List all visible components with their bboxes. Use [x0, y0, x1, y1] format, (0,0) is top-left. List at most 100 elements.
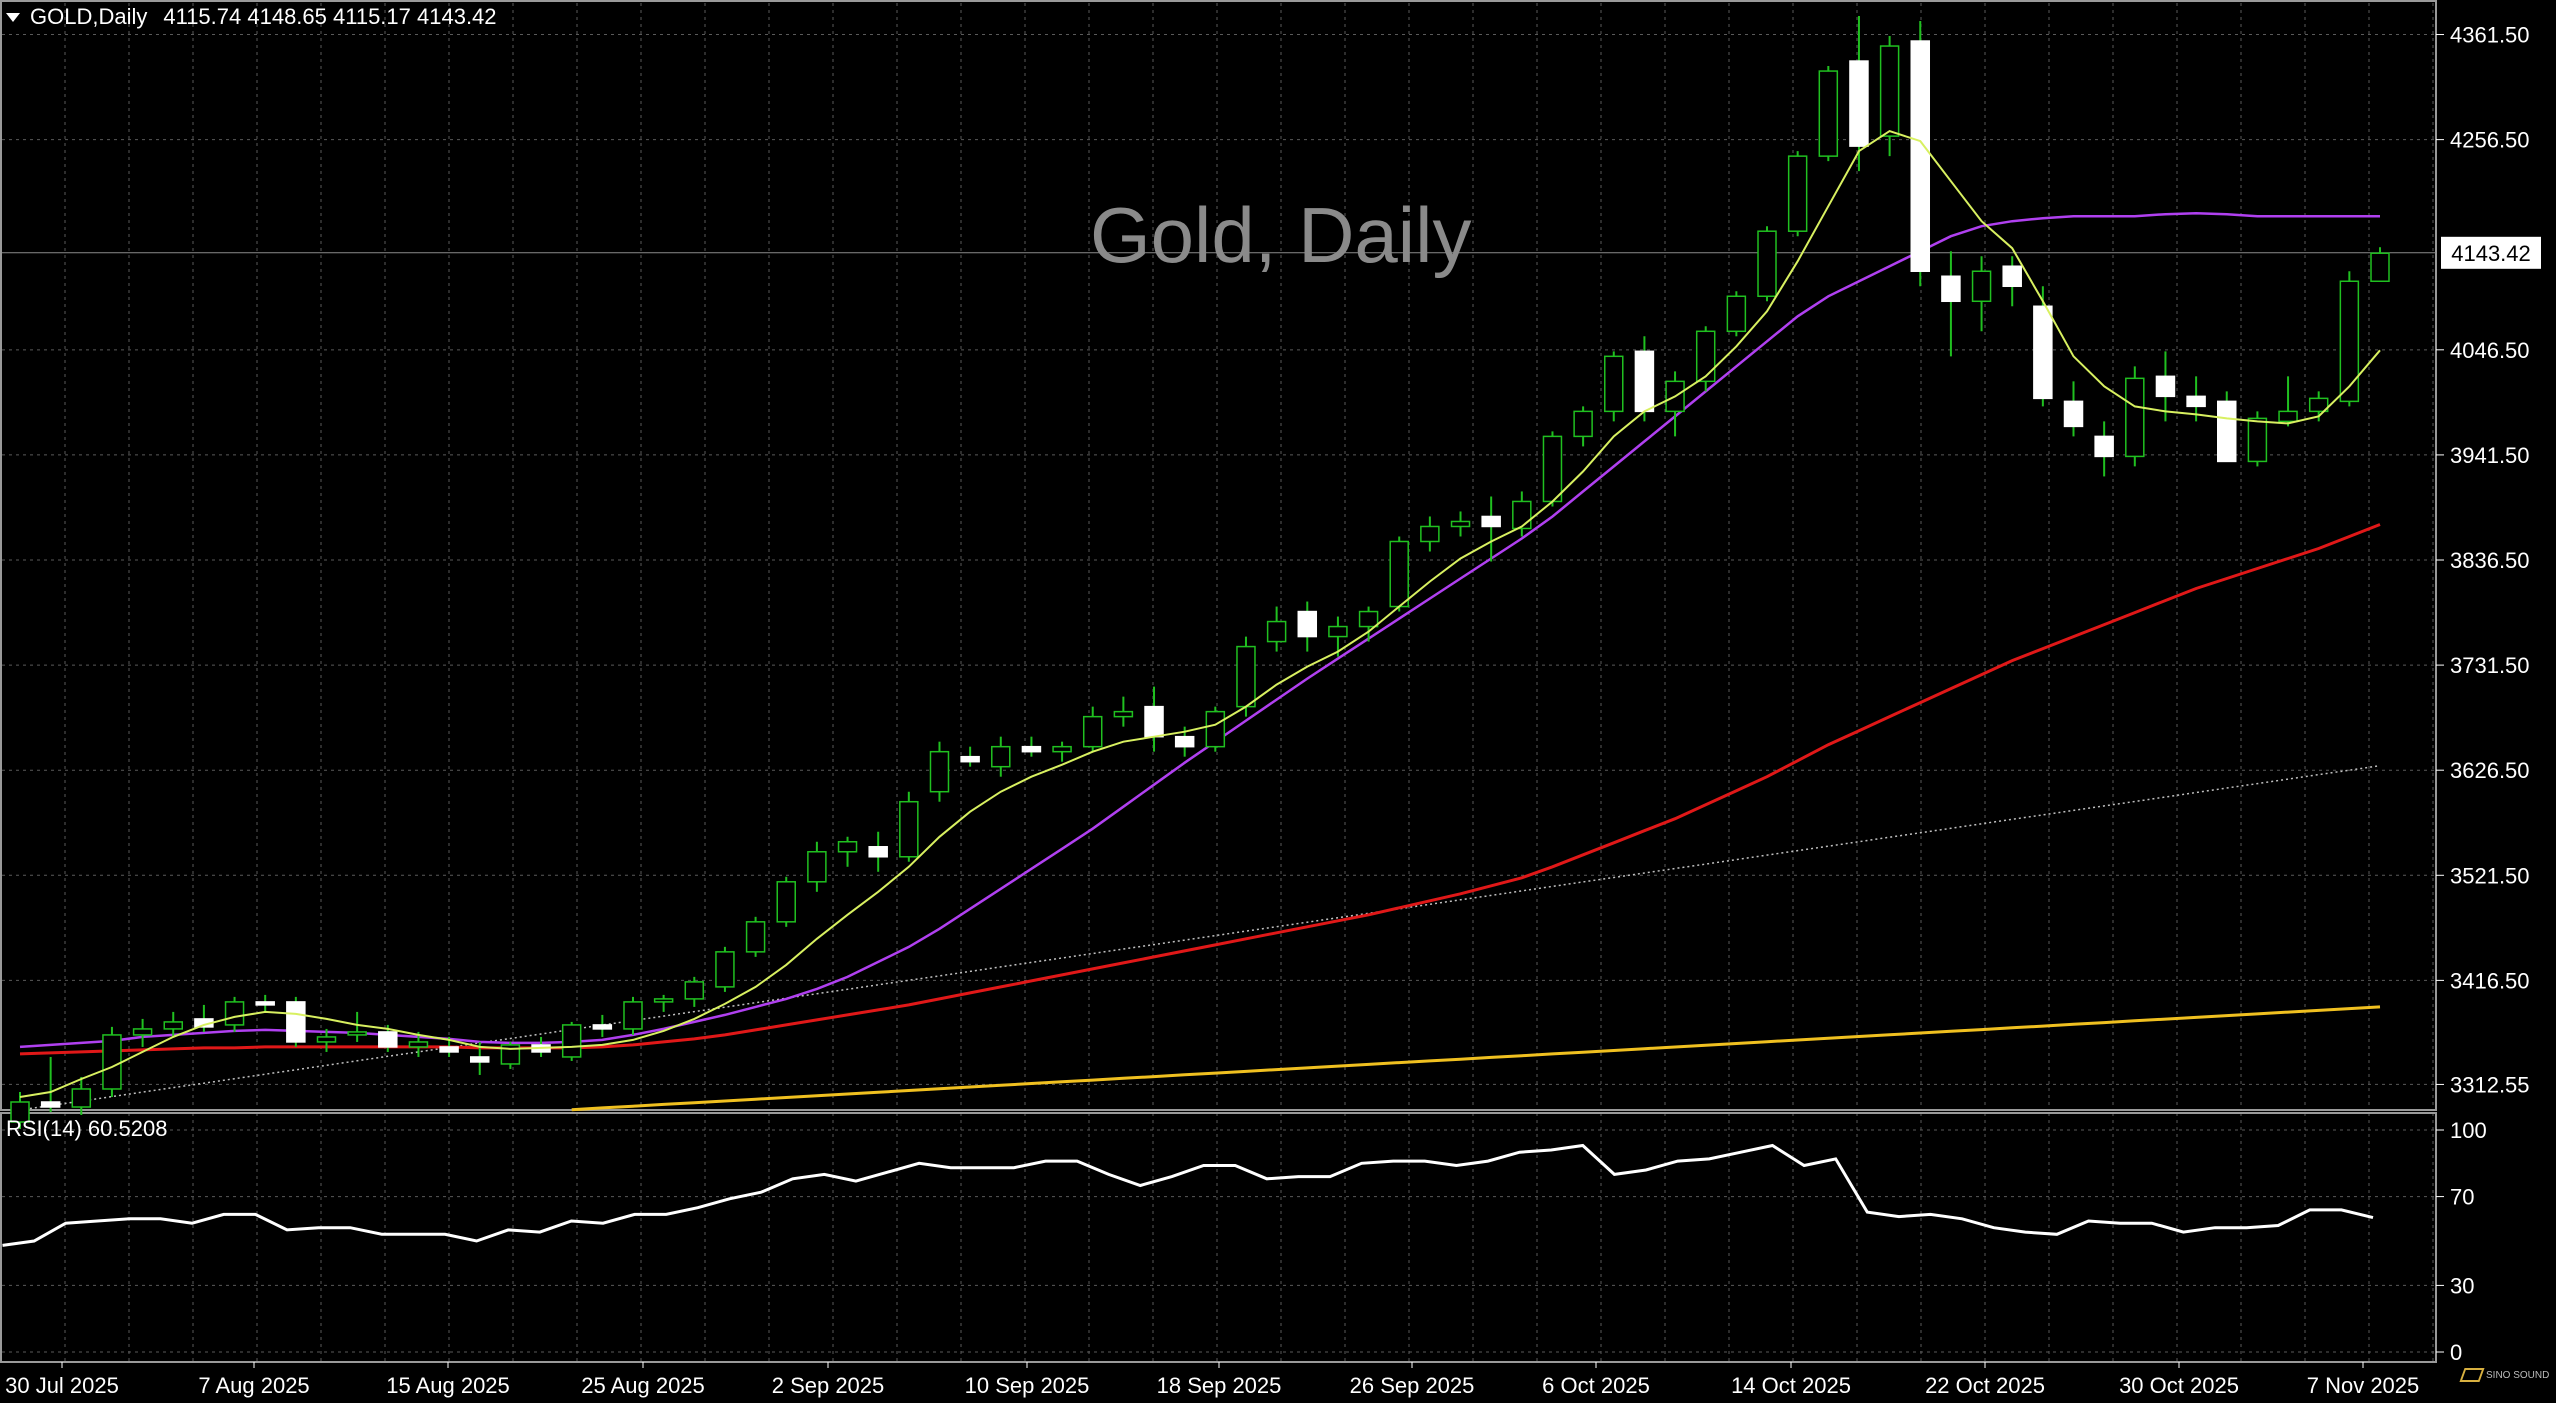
- bull-candle: [1879, 45, 1900, 137]
- date-label: 6 Oct 2025: [1542, 1373, 1650, 1398]
- bear-candle: [2094, 435, 2114, 458]
- date-label: 14 Oct 2025: [1731, 1373, 1851, 1398]
- ohlc-values: 4115.74 4148.65 4115.17 4143.42: [163, 4, 497, 29]
- rsi-tick-label: 100: [2450, 1118, 2487, 1143]
- bull-candle: [347, 1031, 367, 1036]
- bull-candle: [1236, 645, 1256, 708]
- price-tick-label: 3312.55: [2450, 1072, 2530, 1097]
- broker-logo: SINO SOUND: [2459, 1368, 2550, 1382]
- bull-candle: [715, 951, 735, 988]
- bull-candle: [899, 800, 919, 858]
- bull-candle: [102, 1034, 122, 1090]
- bull-candle: [807, 851, 827, 883]
- bear-candle: [1144, 705, 1164, 738]
- price-tick-label: 3416.50: [2450, 968, 2530, 993]
- bull-candle: [408, 1041, 429, 1048]
- main-pane-border: [0, 0, 2437, 1111]
- rsi-tick-label: 0: [2450, 1340, 2462, 1365]
- bull-candle: [2278, 410, 2298, 423]
- bull-candle: [1389, 540, 1409, 608]
- price-tick-label: 3521.50: [2450, 863, 2530, 888]
- date-label: 30 Oct 2025: [2119, 1373, 2239, 1398]
- bull-candle: [1266, 620, 1287, 643]
- bull-candle: [776, 881, 796, 923]
- bear-candle: [592, 1024, 613, 1030]
- bull-candle: [71, 1088, 92, 1108]
- price-tick-label: 3836.50: [2450, 548, 2530, 573]
- bull-candle: [1450, 520, 1471, 528]
- bull-candle: [1542, 435, 1563, 503]
- bull-candle: [316, 1036, 337, 1043]
- bull-candle: [837, 841, 858, 853]
- date-label: 26 Sep 2025: [1350, 1373, 1475, 1398]
- symbol-label: GOLD,Daily: [30, 4, 148, 29]
- bull-candle: [2339, 280, 2360, 403]
- bull-candle: [1818, 70, 1839, 157]
- bull-candle: [1695, 330, 1716, 383]
- bull-candle: [561, 1024, 582, 1058]
- bull-candle: [1052, 745, 1072, 753]
- bear-candle: [960, 755, 980, 763]
- bull-candle: [1604, 355, 1624, 413]
- rsi-line: [2, 1143, 2374, 1247]
- bull-candle: [10, 1101, 30, 1123]
- date-label: 15 Aug 2025: [386, 1373, 510, 1398]
- logo-text: SINO SOUND: [2486, 1369, 2550, 1381]
- bull-candle: [1573, 410, 1593, 438]
- price-tick-label: 3941.50: [2450, 443, 2530, 468]
- bull-candle: [1757, 230, 1777, 298]
- bull-candle: [2308, 397, 2329, 413]
- bull-candle: [2370, 252, 2390, 283]
- bull-candle: [1082, 715, 1103, 748]
- bear-candle: [1297, 610, 1318, 638]
- bull-candle: [1971, 270, 1992, 303]
- price-tick-label: 3626.50: [2450, 758, 2530, 783]
- bull-candle: [2247, 417, 2268, 463]
- bull-candle: [1358, 610, 1379, 628]
- date-label: 7 Aug 2025: [198, 1373, 309, 1398]
- bull-candle: [163, 1021, 183, 1030]
- bear-candle: [2217, 400, 2237, 463]
- chart-watermark: Gold, Daily: [1090, 191, 1472, 279]
- bull-candle: [1726, 295, 1747, 333]
- bear-candle: [1941, 275, 1961, 303]
- bull-candle: [653, 998, 674, 1003]
- price-tick-label: 4046.50: [2450, 338, 2530, 363]
- bull-candle: [623, 1001, 643, 1030]
- bull-candle: [745, 921, 766, 953]
- bear-candle: [439, 1046, 459, 1053]
- chart-header: GOLD,Daily 4115.74 4148.65 4115.17 4143.…: [6, 4, 497, 30]
- bear-candle: [868, 846, 888, 858]
- ma-fast-line: [19, 130, 2381, 1098]
- bull-candle: [991, 745, 1011, 768]
- date-label: 18 Sep 2025: [1157, 1373, 1282, 1398]
- rsi-header: RSI(14) 60.5208: [6, 1116, 168, 1141]
- price-tick-label: 4361.50: [2450, 23, 2530, 48]
- bull-candle: [2125, 377, 2145, 458]
- bear-candle: [2033, 305, 2053, 400]
- bull-candle: [132, 1028, 153, 1036]
- current-price-label: 4143.42: [2451, 241, 2531, 266]
- date-label: 7 Nov 2025: [2307, 1373, 2420, 1398]
- date-label: 2 Sep 2025: [772, 1373, 885, 1398]
- rsi-tick-label: 70: [2450, 1185, 2474, 1210]
- bear-candle: [378, 1031, 398, 1048]
- current-price-badge: [2441, 236, 2541, 269]
- bull-candle: [1328, 625, 1348, 638]
- bear-candle: [286, 1001, 306, 1043]
- date-label: 25 Aug 2025: [581, 1373, 705, 1398]
- date-label: 22 Oct 2025: [1925, 1373, 2045, 1398]
- bear-candle: [1481, 515, 1501, 528]
- dropdown-triangle-icon[interactable]: [6, 12, 20, 22]
- bull-candle: [1205, 710, 1226, 748]
- price-tick-label: 4256.50: [2450, 128, 2530, 153]
- bull-candle: [1420, 525, 1440, 543]
- bear-candle: [1634, 350, 1655, 413]
- bull-candle: [1787, 155, 1808, 232]
- bear-candle: [255, 1001, 275, 1006]
- date-label: 30 Jul 2025: [5, 1373, 119, 1398]
- bear-candle: [2002, 265, 2022, 288]
- bull-candle: [929, 750, 950, 793]
- bear-candle: [1174, 735, 1195, 748]
